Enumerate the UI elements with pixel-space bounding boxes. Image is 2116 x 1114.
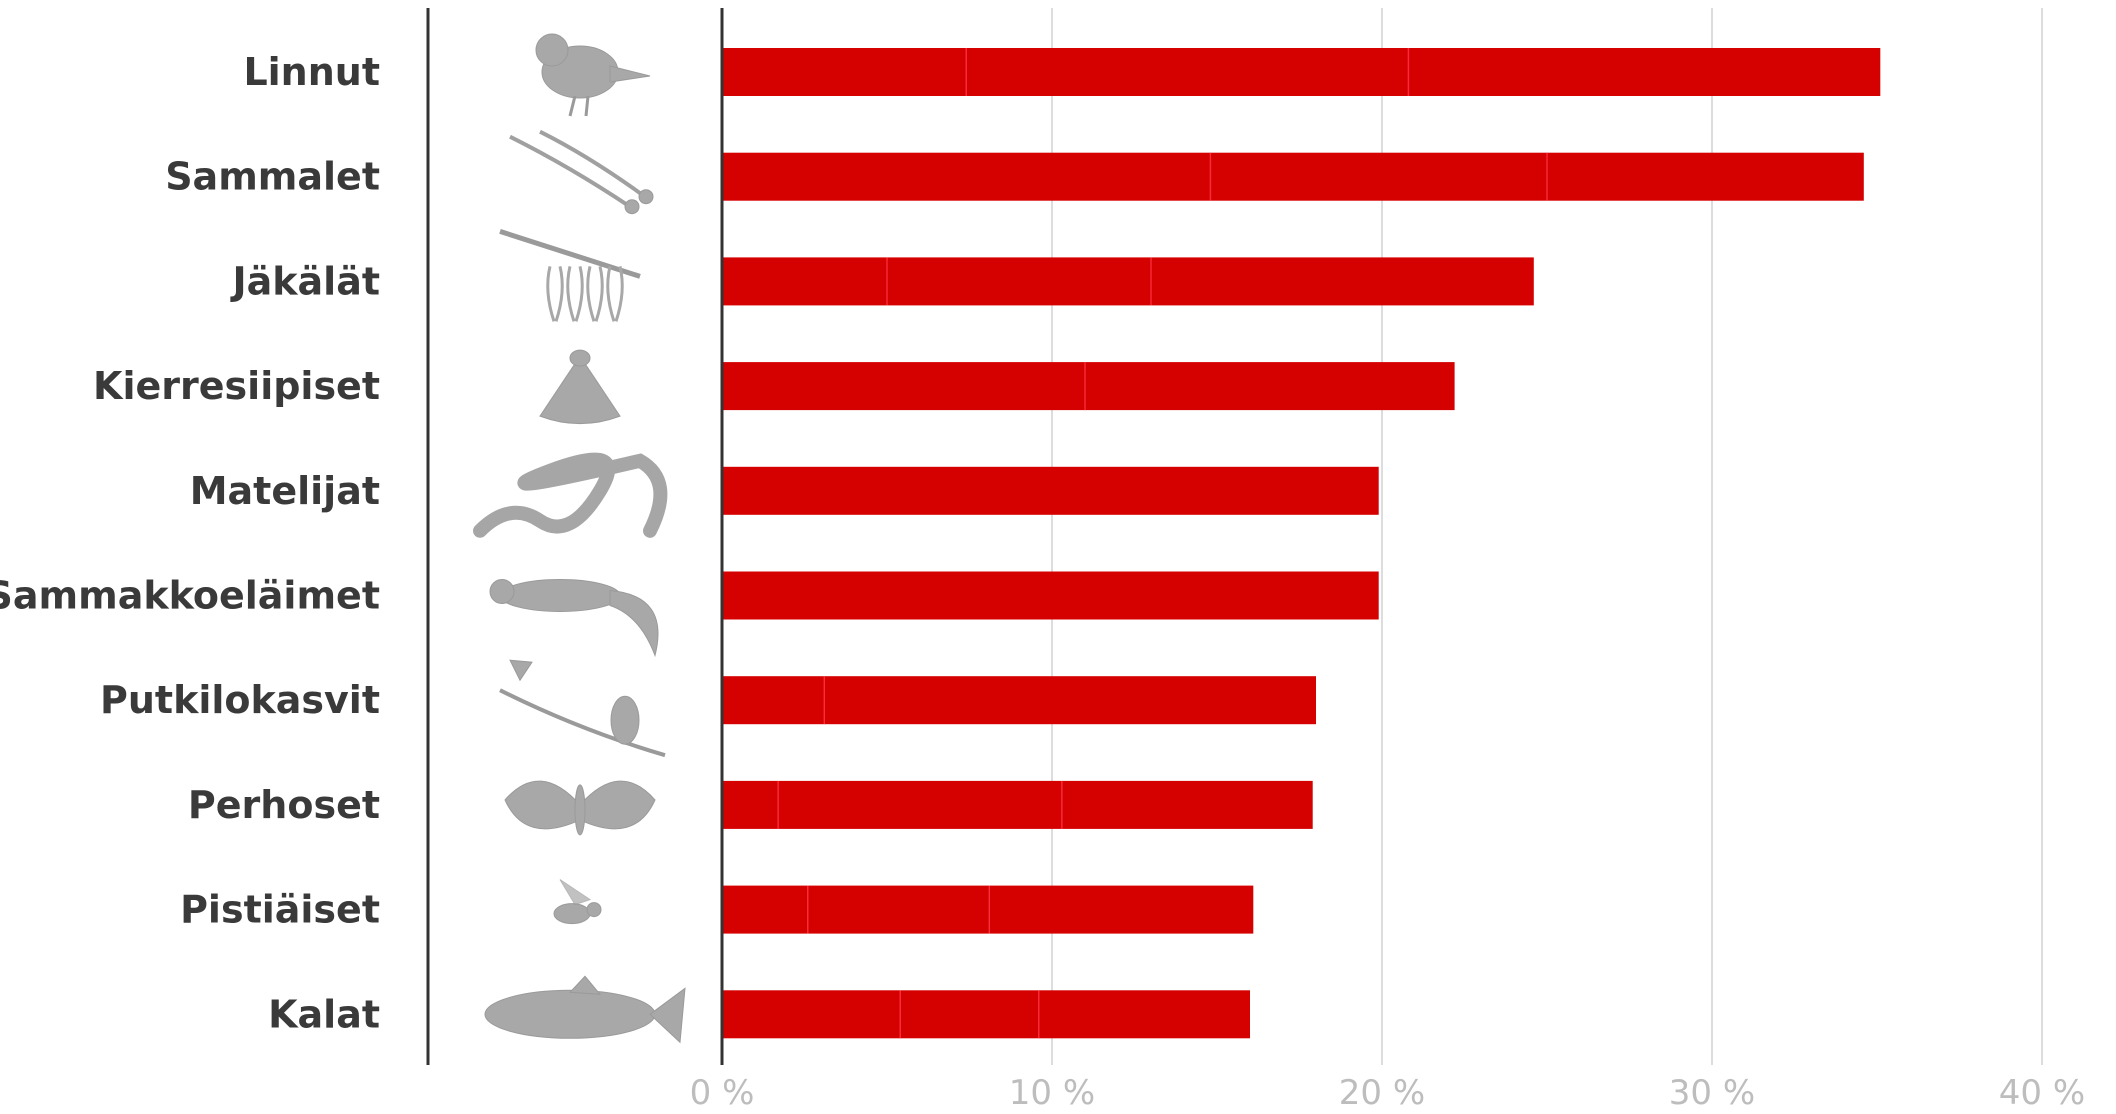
- bar-segment: [1085, 362, 1455, 411]
- x-tick-label: 10 %: [1009, 1073, 1095, 1113]
- x-axis-ticks: 0 % 10 % 20 % 30 % 40 %: [690, 1073, 2086, 1113]
- bar-segment: [722, 257, 887, 306]
- bar-segment: [989, 885, 1254, 934]
- bar-segment: [1038, 990, 1250, 1039]
- category-label: Putkilokasvit: [100, 678, 380, 722]
- plant-icon: [499, 659, 666, 758]
- bar-segment: [722, 571, 1379, 620]
- category-labels: Linnut Sammalet Jäkälät Kierresiipiset Matel…: [0, 50, 380, 1036]
- x-tick-label: 40 %: [1999, 1073, 2085, 1113]
- category-label: Sammakkoeläimet: [0, 574, 380, 618]
- bar-segment: [778, 780, 1062, 829]
- strepsiptera-icon: [539, 349, 621, 425]
- category-label: Linnut: [243, 50, 380, 94]
- category-label: Perhoset: [188, 783, 380, 827]
- category-label: Pistiäiset: [180, 888, 380, 932]
- bar-segment: [1061, 780, 1313, 829]
- category-label: Kierresiipiset: [93, 364, 380, 408]
- snake-icon: [473, 452, 668, 538]
- bars: [722, 48, 1881, 1039]
- bar-segment: [722, 885, 808, 934]
- bar-segment: [722, 780, 779, 829]
- category-label: Kalat: [268, 992, 380, 1036]
- x-tick-label: 20 %: [1339, 1073, 1425, 1113]
- bar-segment: [807, 885, 990, 934]
- wasp-icon: [553, 879, 602, 925]
- bar-segment: [887, 257, 1151, 306]
- bar-segment: [1151, 257, 1534, 306]
- fish-icon: [484, 975, 686, 1044]
- newt-icon: [489, 579, 659, 658]
- bird-icon: [535, 33, 651, 117]
- lichen-icon: [499, 229, 641, 322]
- moss-icon: [509, 129, 654, 215]
- category-icons: [473, 33, 686, 1044]
- category-label: Sammalet: [165, 155, 380, 199]
- bar-segment: [722, 48, 967, 96]
- butterfly-icon: [504, 780, 656, 836]
- bar-segment: [824, 676, 1316, 725]
- bar-segment: [966, 48, 1409, 96]
- bar-segment: [722, 152, 1211, 201]
- bar-segment: [900, 990, 1039, 1039]
- bar-segment: [1210, 152, 1547, 201]
- bar-segment: [722, 466, 1379, 515]
- category-label: Jäkälät: [229, 259, 380, 303]
- category-label: Matelijat: [190, 469, 380, 513]
- bar-segment: [722, 676, 825, 725]
- bar-segment: [722, 990, 901, 1039]
- x-tick-label: 0 %: [690, 1073, 755, 1113]
- bar-segment: [1408, 48, 1881, 96]
- bar-segment: [1547, 152, 1864, 201]
- x-tick-label: 30 %: [1669, 1073, 1755, 1113]
- bar-segment: [722, 362, 1085, 411]
